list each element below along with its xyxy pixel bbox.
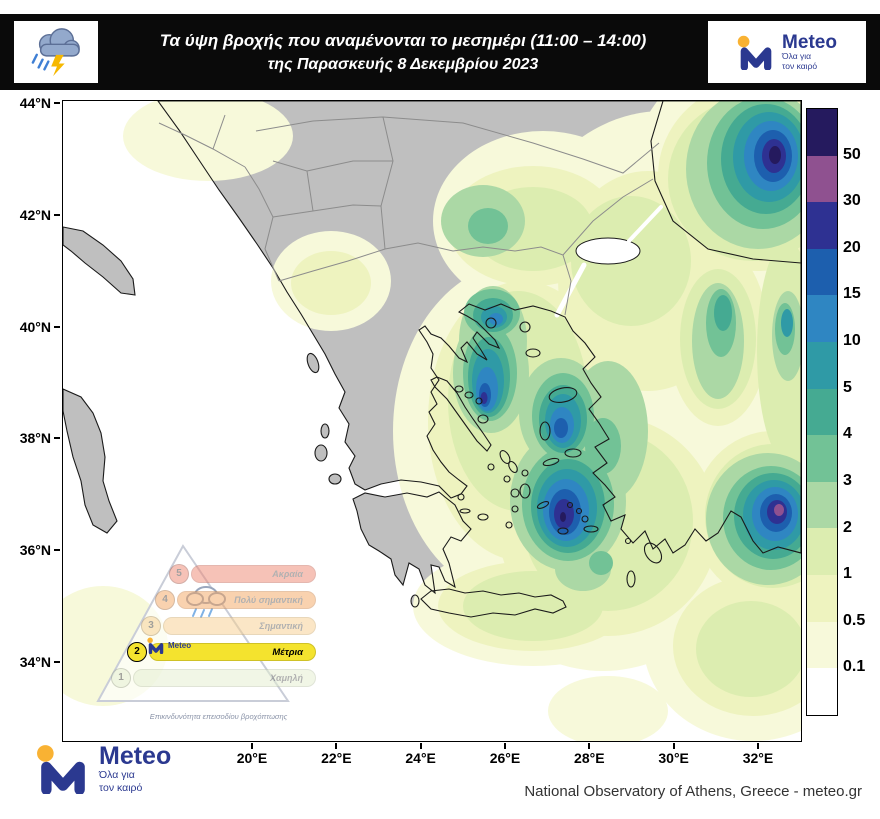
colorbar-label: 1 — [843, 565, 852, 583]
lat-label: 38°N — [20, 430, 60, 446]
hazard-caption: Επικινδυνότητα επεισοδίου βροχόπτωσης — [149, 712, 288, 721]
meteo-logo-icon — [147, 637, 164, 654]
rain-streaks — [31, 53, 50, 71]
colorbar-label: 15 — [843, 285, 861, 303]
colorbar-label: 3 — [843, 471, 852, 489]
lat-label: 44°N — [20, 95, 60, 111]
colorbar-label: 0.1 — [843, 658, 866, 676]
colorbar-segment — [807, 248, 837, 296]
header-logo-box: Meteo Όλα για τον καιρό — [708, 21, 866, 83]
hazard-level-bar: Πολύ σημαντική — [177, 591, 316, 609]
map-title: Τα ύψη βροχής που αναμένονται το μεσημέρ… — [110, 14, 696, 90]
hazard-meteo-logo: Meteo — [147, 637, 191, 654]
colorbar-label: 20 — [843, 238, 861, 256]
lon-axis: 20°E 22°E 24°E 26°E 28°E 30°E 32°E — [210, 743, 800, 766]
meteo-logo-icon — [737, 35, 772, 70]
brand-tagline-1: Όλα για — [782, 50, 812, 61]
title-line2: της Παρασκευής 8 Δεκεμβρίου 2023 — [267, 55, 539, 73]
lon-label: 22°E — [294, 743, 378, 766]
meteo-logo-icon — [37, 745, 85, 794]
rain-icon-box — [14, 21, 98, 83]
hazard-level-3: Σημαντική 3 — [91, 615, 346, 636]
brand-name: Meteo — [782, 31, 837, 53]
lon-label: 20°E — [210, 743, 294, 766]
lon-label: 24°E — [379, 743, 463, 766]
colorbar-segment — [807, 528, 837, 576]
colorbar-segment — [807, 295, 837, 343]
lightning-bolt — [51, 54, 65, 77]
colorbar-segment — [807, 202, 837, 249]
lon-label: 26°E — [463, 743, 547, 766]
hazard-level-number: 2 — [127, 642, 147, 662]
hazard-level-bar: Σημαντική — [163, 617, 316, 635]
brand-tagline-1: Όλα για — [99, 769, 135, 782]
lat-label: 42°N — [20, 207, 60, 223]
rain-30-spot — [774, 504, 784, 516]
map-canvas: Ακραία 5 Πολύ σημαντική 4 Σημαντική 3 Μέτρια 2 Χ… — [62, 100, 802, 742]
rain-50-core — [769, 146, 781, 164]
hazard-level-number: 1 — [111, 668, 131, 688]
brand-name: Meteo — [168, 641, 192, 650]
brand-tagline-2: τον καιρό — [782, 60, 818, 71]
colorbar-segment — [807, 668, 837, 715]
marmara-sea — [554, 205, 663, 318]
country-borders — [158, 114, 660, 316]
hazard-level-bar: Ακραία — [191, 565, 316, 583]
colorbar-label: 10 — [843, 332, 861, 350]
hazard-level-2: Μέτρια 2 — [91, 641, 346, 662]
hazard-legend: Ακραία 5 Πολύ σημαντική 4 Σημαντική 3 Μέτρια 2 Χ… — [91, 541, 346, 723]
colorbar-label: 5 — [843, 378, 852, 396]
title-line1: Τα ύψη βροχής που αναμένονται το μεσημέρ… — [159, 31, 647, 51]
hazard-level-bar: Χαμηλή — [133, 669, 316, 687]
colorbar-label: 2 — [843, 518, 852, 536]
lat-axis: 44°N 42°N 40°N 38°N 36°N 34°N — [2, 95, 60, 670]
hazard-level-number: 5 — [169, 564, 189, 584]
hazard-level-5: Ακραία 5 — [91, 563, 346, 584]
credit-text: National Observatory of Athens, Greece -… — [524, 783, 862, 800]
colorbar-segment — [807, 621, 837, 669]
colorbar-segment — [807, 575, 837, 622]
storm-cloud-icon — [31, 28, 80, 77]
lon-label: 28°E — [547, 743, 631, 766]
brand-tagline-2: τον καιρό — [99, 781, 143, 794]
colorbar-label: 4 — [843, 425, 852, 443]
colorbar-label: 50 — [843, 145, 861, 163]
colorbar-labels: 50 30 20 15 10 5 4 3 2 1 0.5 0.1 — [843, 108, 880, 714]
lat-label: 40°N — [20, 319, 60, 335]
colorbar-segment — [807, 388, 837, 436]
lon-label: 30°E — [632, 743, 716, 766]
colorbar-label: 30 — [843, 192, 861, 210]
brand-name: Meteo — [99, 742, 172, 771]
colorbar — [806, 108, 838, 716]
footer-logo: Meteo Όλα για τον καιρό — [36, 744, 171, 794]
hazard-level-4: Πολύ σημαντική 4 — [91, 589, 346, 610]
colorbar-segment — [807, 435, 837, 482]
colorbar-segment — [807, 155, 837, 203]
hazard-level-number: 3 — [141, 616, 161, 636]
hazard-level-1: Χαμηλή 1 — [91, 667, 346, 688]
hazard-rows: Ακραία 5 Πολύ σημαντική 4 Σημαντική 3 Μέτρια 2 Χ… — [91, 541, 346, 723]
lat-label: 34°N — [20, 654, 60, 670]
lat-label: 36°N — [20, 542, 60, 558]
lon-label: 32°E — [716, 743, 800, 766]
colorbar-segment — [807, 109, 837, 156]
colorbar-segment — [807, 481, 837, 529]
rain-50-core-aegean — [560, 512, 566, 522]
hazard-level-number: 4 — [155, 590, 175, 610]
colorbar-segment — [807, 342, 837, 389]
colorbar-label: 0.5 — [843, 611, 866, 629]
greece-weather-map — [63, 101, 801, 741]
rain-layer — [63, 101, 801, 741]
